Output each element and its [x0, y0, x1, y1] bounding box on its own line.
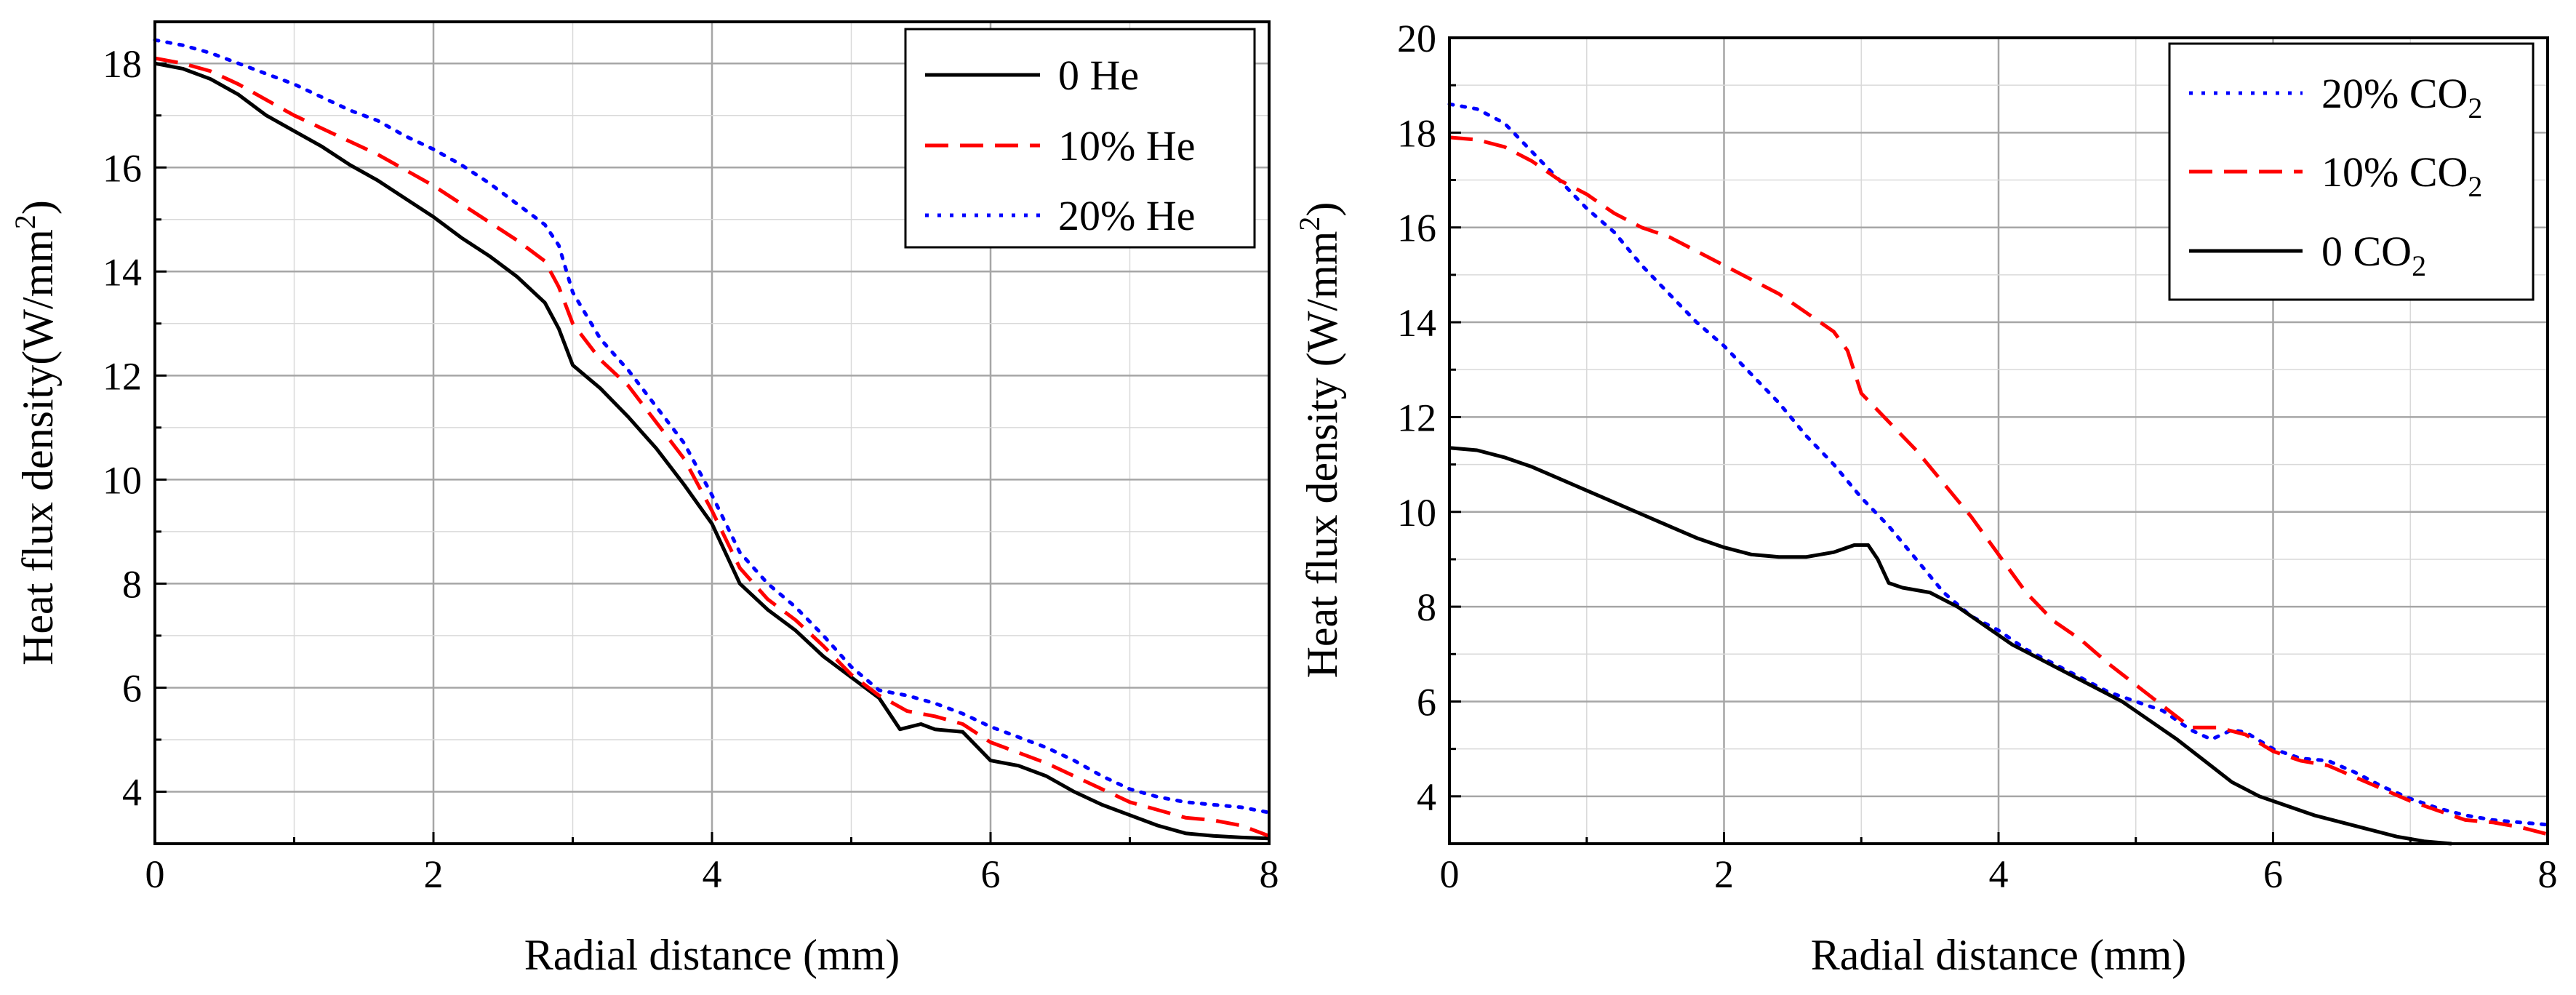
y-tick-label: 6	[1417, 680, 1436, 724]
y-tick-label: 12	[1397, 396, 1436, 439]
series-left	[153, 38, 1271, 841]
legend-label-20-he: 20% He	[1058, 192, 1195, 239]
series-line-10-co2	[1449, 135, 2548, 836]
legend-right: 20% CO2 10% CO2 0 CO2	[2168, 42, 2535, 301]
legend-label-10-co2-sub: 2	[2468, 170, 2482, 203]
legend-box-left	[904, 28, 1256, 249]
y-tick-label: 20	[1397, 17, 1436, 60]
y-tick-label: 18	[103, 42, 142, 86]
y-tick-label: 12	[103, 354, 142, 398]
series-right	[1447, 102, 2550, 846]
x-tick-label: 0	[145, 852, 165, 896]
legend-label-20-co2-main: 20% CO	[2321, 70, 2468, 117]
series-line-20-he	[153, 38, 1271, 815]
ticks-right: 0 2 4 6 8 4 6 8 10 12 14 16 18 20	[1397, 17, 2558, 896]
y-tick-label: 14	[103, 250, 142, 294]
y-tick-label: 10	[103, 458, 142, 502]
y-tick-label: 16	[103, 146, 142, 190]
series-line-0-co2	[1449, 446, 2452, 846]
legend-label-10-co2-main: 10% CO	[2321, 148, 2468, 196]
y-tick-label: 8	[122, 562, 142, 606]
legend-left: 0 He 10% He 20% He	[904, 28, 1256, 249]
legend-label-20-co2: 20% CO2	[2321, 70, 2482, 124]
x-tick-label: 4	[703, 852, 722, 896]
x-tick-label: 6	[2263, 852, 2283, 896]
x-tick-label: 2	[1714, 852, 1734, 896]
ticks-left: 0 2 4 6 8 4 6 8 10 12 14 16 18	[103, 42, 1279, 896]
y-tick-label: 6	[122, 666, 142, 710]
y-tick-label: 14	[1397, 301, 1436, 345]
y-axis-title-left-end: )	[14, 200, 62, 215]
series-line-20-co2	[1447, 102, 2550, 827]
y-axis-title-left-main: Heat flux density(W/mm	[14, 229, 62, 666]
x-tick-label: 0	[1440, 852, 1460, 896]
y-tick-label: 4	[1417, 775, 1436, 819]
y-axis-title-right-sup: 2	[1293, 217, 1326, 231]
legend-label-0-co2-sub: 2	[2412, 249, 2426, 282]
x-tick-label: 8	[2538, 852, 2558, 896]
x-tick-label: 8	[1260, 852, 1279, 896]
y-axis-title-left-sup: 2	[9, 215, 41, 229]
x-axis-title-right: Radial distance (mm)	[1811, 931, 2187, 979]
legend-label-0-he: 0 He	[1058, 52, 1139, 99]
series-line-0-he	[154, 61, 1270, 841]
legend-label-0-co2: 0 CO2	[2321, 228, 2426, 282]
y-tick-label: 8	[1417, 586, 1436, 629]
y-tick-label: 18	[1397, 111, 1436, 155]
legend-label-0-co2-main: 0 CO	[2321, 228, 2412, 275]
y-axis-title-left: Heat flux density(W/mm2)	[9, 200, 62, 666]
series-line-10-he	[154, 56, 1270, 838]
x-tick-label: 2	[424, 852, 444, 896]
y-tick-label: 10	[1397, 491, 1436, 535]
x-axis-title-left: Radial distance (mm)	[524, 931, 900, 979]
y-tick-label: 16	[1397, 207, 1436, 250]
legend-label-10-he: 10% He	[1058, 122, 1195, 169]
chart-right: 0 2 4 6 8 4 6 8 10 12 14 16 18 20 Radial distance (mm…	[1293, 17, 2558, 979]
y-axis-title-right-main: Heat flux density (W/mm	[1298, 231, 1346, 679]
legend-label-20-co2-sub: 2	[2468, 92, 2482, 124]
y-axis-title-right-end: )	[1298, 202, 1346, 217]
y-tick-label: 4	[122, 770, 142, 814]
y-axis-title-right: Heat flux density (W/mm2)	[1293, 202, 1346, 679]
x-tick-label: 4	[1989, 852, 2009, 896]
legend-label-10-co2: 10% CO2	[2321, 148, 2482, 203]
x-tick-label: 6	[981, 852, 1001, 896]
